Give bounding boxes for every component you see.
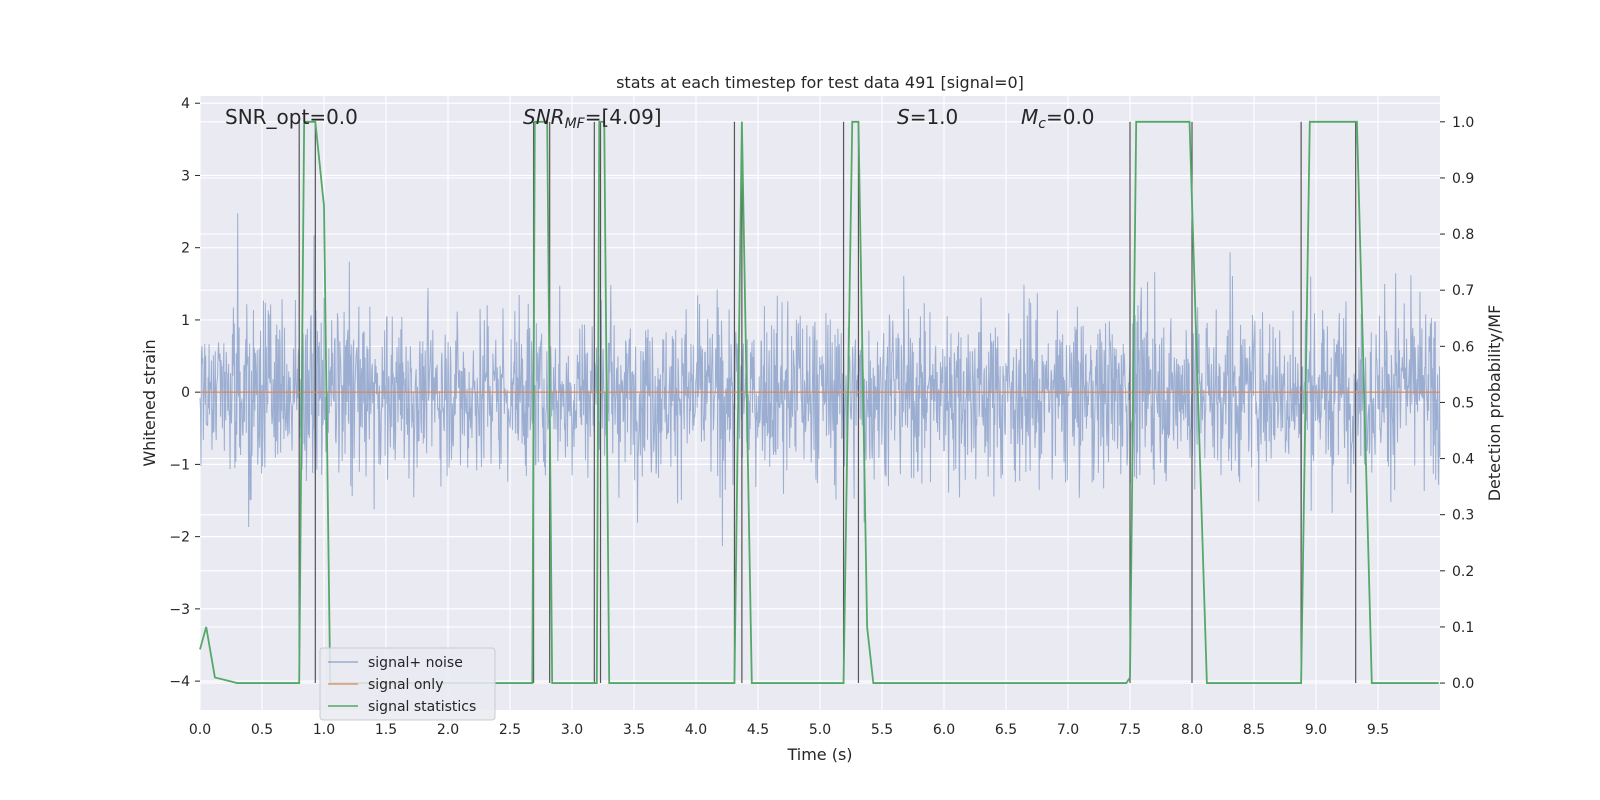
x-tick-label: 6.0 bbox=[933, 722, 955, 738]
x-tick-label: 3.0 bbox=[561, 722, 583, 738]
x-tick-label: 1.0 bbox=[313, 722, 335, 738]
legend-label-noise: signal+ noise bbox=[368, 655, 463, 671]
y-right-tick-label: 0.0 bbox=[1452, 676, 1474, 692]
signal-noise-series bbox=[199, 213, 1441, 557]
y-tick-label: −1 bbox=[169, 457, 190, 473]
legend-label-signal: signal only bbox=[368, 677, 443, 693]
y-tick-label: 3 bbox=[181, 168, 190, 184]
x-tick-label: 3.5 bbox=[623, 722, 645, 738]
x-tick-label: 9.0 bbox=[1305, 722, 1327, 738]
y-tick-label: 4 bbox=[181, 96, 190, 112]
x-tick-label: 1.5 bbox=[375, 722, 397, 738]
y-tick-label: −3 bbox=[169, 602, 190, 618]
y-right-tick-label: 0.7 bbox=[1452, 283, 1474, 299]
x-tick-label: 4.0 bbox=[685, 722, 707, 738]
annotation-mc: Mc=0.0 bbox=[1021, 105, 1095, 132]
y-right-tick-label: 0.9 bbox=[1452, 171, 1474, 187]
x-tick-label: 5.5 bbox=[871, 722, 893, 738]
y-ticks-left: −4 −3 −2 −1 0 1 2 3 4 bbox=[169, 96, 200, 690]
mc-sub: c bbox=[1038, 116, 1046, 132]
legend: signal+ noise signal only signal statist… bbox=[319, 647, 496, 721]
signal-noise-line bbox=[199, 213, 1441, 557]
y-right-tick-label: 0.8 bbox=[1452, 227, 1474, 243]
mc-label: M bbox=[1021, 105, 1038, 129]
snr-mf-sub: MF bbox=[565, 116, 586, 132]
y-tick-label: −4 bbox=[169, 674, 190, 690]
x-tick-label: 9.5 bbox=[1367, 722, 1389, 738]
y-right-tick-label: 0.3 bbox=[1452, 508, 1474, 524]
annotation-snr-opt: SNR_opt=0.0 bbox=[225, 105, 358, 129]
x-tick-label: 6.5 bbox=[995, 722, 1017, 738]
annotation-s: S=1.0 bbox=[897, 105, 958, 129]
s-value: =1.0 bbox=[910, 105, 959, 129]
annotation-snr-mf: SNRMF=[4.09] bbox=[523, 105, 662, 132]
y-right-tick-label: 1.0 bbox=[1452, 115, 1474, 131]
y-tick-label: 0 bbox=[181, 385, 190, 401]
x-tick-label: 7.0 bbox=[1057, 722, 1079, 738]
x-ticks: 0.0 0.5 1.0 1.5 2.0 2.5 3.0 3.5 4.0 4.5 5.0 5.5 6.0 6… bbox=[189, 722, 1389, 738]
y-tick-label: 2 bbox=[181, 241, 190, 257]
mc-value: =0.0 bbox=[1046, 105, 1095, 129]
y-axis-label-right: Detection probability/MF bbox=[1485, 305, 1504, 502]
x-tick-label: 2.5 bbox=[499, 722, 521, 738]
legend-box bbox=[319, 647, 496, 721]
x-axis-label: Time (s) bbox=[786, 745, 852, 764]
y-right-tick-label: 0.5 bbox=[1452, 395, 1474, 411]
x-tick-label: 0.5 bbox=[251, 722, 273, 738]
chart-title: stats at each timestep for test data 491… bbox=[616, 73, 1024, 92]
signal-statistics-series bbox=[199, 120, 1439, 684]
y-tick-label: −2 bbox=[169, 530, 190, 546]
signal-statistics-line bbox=[199, 120, 1439, 684]
x-tick-label: 2.0 bbox=[437, 722, 459, 738]
y-axis-label: Whitened strain bbox=[140, 339, 159, 466]
y-right-tick-label: 0.1 bbox=[1452, 620, 1474, 636]
snr-mf-value: =[4.09] bbox=[585, 105, 662, 129]
x-tick-label: 8.5 bbox=[1243, 722, 1265, 738]
x-tick-label: 5.0 bbox=[809, 722, 831, 738]
x-tick-label: 0.0 bbox=[189, 722, 211, 738]
x-tick-label: 8.0 bbox=[1181, 722, 1203, 738]
s-label: S bbox=[897, 105, 910, 129]
y-right-tick-label: 0.4 bbox=[1452, 452, 1474, 468]
x-tick-label: 4.5 bbox=[747, 722, 769, 738]
snr-mf-base: SNR bbox=[523, 105, 565, 129]
y-right-tick-label: 0.6 bbox=[1452, 339, 1474, 355]
y-ticks-right: 0.0 0.1 0.2 0.3 0.4 0.5 0.6 0.7 0.8 0.9 1.0 bbox=[1440, 115, 1474, 692]
x-tick-label: 7.5 bbox=[1119, 722, 1141, 738]
legend-label-stats: signal statistics bbox=[368, 699, 476, 715]
y-right-tick-label: 0.2 bbox=[1452, 564, 1474, 580]
y-tick-label: 1 bbox=[181, 313, 190, 329]
